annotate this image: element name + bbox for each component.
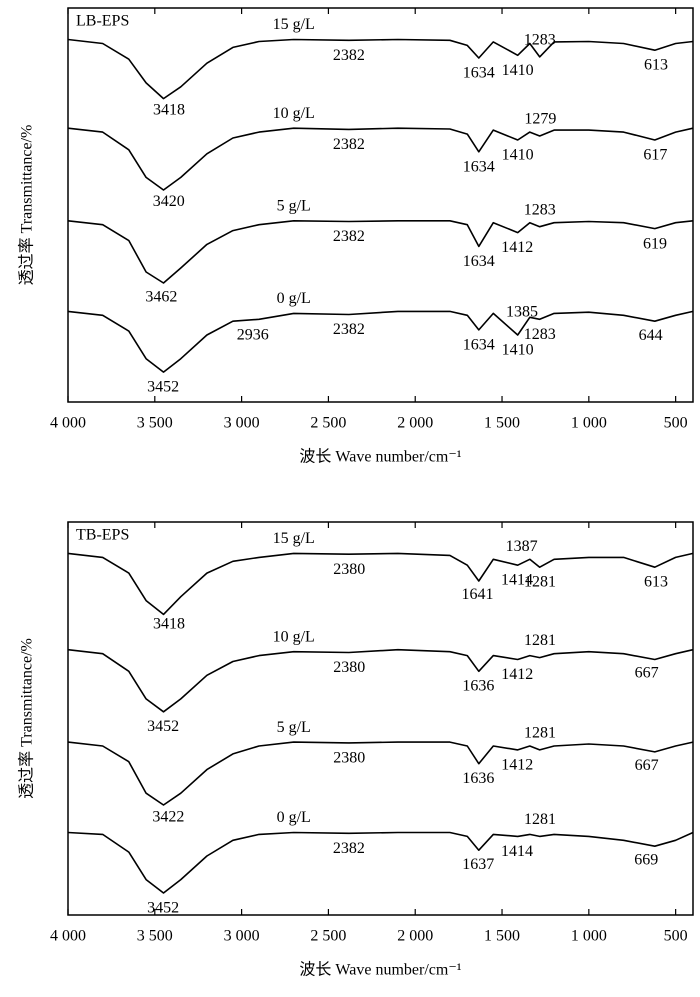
peak-label: 667 bbox=[635, 757, 659, 774]
peak-label: 2382 bbox=[333, 47, 365, 64]
spectrum-line bbox=[67, 552, 694, 616]
x-tick-label: 2 000 bbox=[397, 415, 433, 432]
peak-label: 3452 bbox=[147, 718, 179, 735]
peak-label: 2382 bbox=[333, 840, 365, 857]
peak-label: 1634 bbox=[463, 253, 495, 270]
y-axis-label: 透过率 Transmittance/% bbox=[18, 638, 36, 799]
peak-label: 3462 bbox=[145, 288, 177, 305]
peak-label: 3422 bbox=[152, 808, 184, 825]
x-tick-label: 500 bbox=[664, 928, 688, 945]
peak-label: 1636 bbox=[462, 678, 494, 695]
peak-label: 644 bbox=[639, 327, 663, 344]
peak-label: 1387 bbox=[506, 538, 538, 555]
peak-label: 2380 bbox=[333, 750, 365, 767]
x-tick-label: 2 500 bbox=[310, 928, 346, 945]
peak-label: 1641 bbox=[462, 586, 494, 603]
peak-label: 1410 bbox=[502, 342, 534, 359]
peak-label: 1412 bbox=[501, 666, 533, 683]
spectrum-line bbox=[67, 741, 694, 806]
series-label: 10 g/L bbox=[273, 628, 315, 645]
x-tick-label: 2 000 bbox=[397, 928, 433, 945]
peak-label: 1281 bbox=[524, 811, 556, 828]
x-tick-label: 4 000 bbox=[50, 928, 86, 945]
series-label: 15 g/L bbox=[273, 16, 315, 33]
peak-label: 3420 bbox=[153, 193, 185, 210]
peak-label: 1281 bbox=[524, 574, 556, 591]
peak-label: 1634 bbox=[463, 65, 495, 82]
peak-label: 1412 bbox=[501, 757, 533, 774]
peak-label: 1281 bbox=[524, 632, 556, 649]
series-label: 5 g/L bbox=[277, 197, 311, 214]
x-tick-label: 1 500 bbox=[484, 928, 520, 945]
peak-label: 1636 bbox=[462, 770, 494, 787]
peak-label: 2382 bbox=[333, 321, 365, 338]
peak-label: 3452 bbox=[147, 378, 179, 395]
peak-label: 1410 bbox=[502, 147, 534, 164]
x-tick-label: 3 500 bbox=[137, 928, 173, 945]
plot-frame bbox=[67, 7, 694, 403]
peak-label: 613 bbox=[644, 573, 668, 590]
peak-label: 1279 bbox=[524, 110, 556, 127]
series-label: 10 g/L bbox=[273, 105, 315, 122]
peak-label: 1414 bbox=[501, 572, 533, 589]
x-tick-label: 500 bbox=[664, 415, 688, 432]
panel-title: TB-EPS bbox=[76, 527, 129, 544]
peak-label: 613 bbox=[644, 56, 668, 73]
peak-label: 669 bbox=[634, 851, 658, 868]
peak-label: 1283 bbox=[524, 326, 556, 343]
series-label: 5 g/L bbox=[277, 719, 311, 736]
peak-label: 2380 bbox=[333, 561, 365, 578]
peak-label: 3418 bbox=[153, 615, 185, 632]
x-tick-label: 1 000 bbox=[571, 415, 607, 432]
plot-frame bbox=[67, 521, 694, 916]
y-axis-label: 透过率 Transmittance/% bbox=[18, 125, 36, 286]
peak-label: 1634 bbox=[463, 158, 495, 175]
peak-label: 619 bbox=[643, 235, 667, 252]
spectrum-line bbox=[67, 127, 694, 191]
peak-label: 1414 bbox=[501, 843, 533, 860]
x-axis-label: 波长 Wave number/cm⁻¹ bbox=[299, 961, 461, 979]
peak-label: 3452 bbox=[147, 899, 179, 916]
peak-label: 1281 bbox=[524, 725, 556, 742]
peak-label: 1410 bbox=[502, 62, 534, 79]
peak-label: 1412 bbox=[501, 239, 533, 256]
peak-label: 667 bbox=[635, 665, 659, 682]
x-axis-label: 波长 Wave number/cm⁻¹ bbox=[299, 448, 461, 466]
spectrum-line bbox=[67, 648, 694, 713]
x-tick-label: 3 000 bbox=[224, 928, 260, 945]
peak-label: 1283 bbox=[524, 32, 556, 49]
x-tick-label: 3 000 bbox=[224, 415, 260, 432]
peak-label: 2380 bbox=[333, 659, 365, 676]
panel-title: LB-EPS bbox=[76, 13, 129, 30]
peak-label: 2382 bbox=[333, 228, 365, 245]
spectrum-line bbox=[67, 38, 694, 100]
spectrum-line bbox=[67, 220, 694, 284]
peak-label: 2936 bbox=[237, 326, 269, 343]
series-label: 0 g/L bbox=[277, 809, 311, 826]
peak-label: 617 bbox=[643, 146, 667, 163]
x-tick-label: 3 500 bbox=[137, 415, 173, 432]
peak-label: 1385 bbox=[506, 303, 538, 320]
spectrum-line bbox=[67, 310, 694, 373]
series-label: 0 g/L bbox=[277, 290, 311, 307]
peak-label: 3418 bbox=[153, 102, 185, 119]
x-tick-label: 1 000 bbox=[571, 928, 607, 945]
peak-label: 1637 bbox=[462, 856, 494, 873]
x-tick-label: 1 500 bbox=[484, 415, 520, 432]
peak-label: 1634 bbox=[463, 337, 495, 354]
x-tick-label: 2 500 bbox=[310, 415, 346, 432]
series-label: 15 g/L bbox=[273, 530, 315, 547]
spectrum-line bbox=[67, 831, 694, 894]
peak-label: 2382 bbox=[333, 136, 365, 153]
peak-label: 1283 bbox=[524, 201, 556, 218]
x-tick-label: 4 000 bbox=[50, 415, 86, 432]
